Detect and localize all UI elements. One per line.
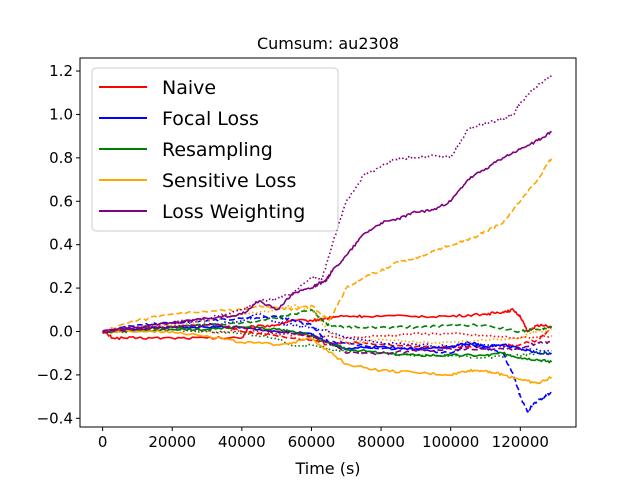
x-tick-label: 80000	[357, 433, 405, 451]
x-tick-label: 0	[98, 433, 108, 451]
y-tick-label: 0.0	[49, 322, 73, 340]
x-tick-label: 20000	[148, 433, 196, 451]
series-line-resampling-solid	[102, 325, 553, 364]
y-tick-label: 1.2	[49, 62, 73, 80]
y-tick-label: 0.8	[49, 149, 73, 167]
x-axis: 0 20000 40000 60000 80000 100000 120000	[98, 427, 549, 451]
series-line-loss-weighting-dotted	[102, 74, 553, 333]
chart-title: Cumsum: au2308	[257, 34, 399, 53]
series-line-resampling-dotted	[102, 327, 552, 360]
y-tick-label: 0.4	[49, 236, 73, 254]
x-tick-label: 60000	[288, 433, 336, 451]
x-axis-label: Time (s)	[294, 459, 360, 478]
legend-box	[91, 67, 339, 232]
legend: Naive Focal Loss Resampling Sensitive Loss L…	[91, 67, 339, 232]
y-tick-label: 0.6	[49, 192, 73, 210]
plot-frame	[79, 57, 577, 428]
series-line-naive-solid	[101, 307, 553, 341]
y-tick-label: 0.2	[49, 279, 73, 297]
series-line-loss-weighting-solid	[102, 130, 552, 334]
series-line-resampling-dashed	[102, 308, 553, 334]
series-line-naive-dotted	[102, 325, 552, 340]
legend-label: Naive	[162, 77, 216, 99]
series-layer	[101, 74, 553, 413]
series-line-focal-loss-dashed	[102, 314, 553, 413]
y-tick-label: 1.0	[49, 105, 73, 123]
x-tick-label: 40000	[218, 433, 266, 451]
series-line-sensitive-loss-dotted	[102, 304, 553, 345]
y-axis: −0.4 −0.2 0.0 0.2 0.4 0.6 0.8 1.0 1.2	[37, 62, 80, 427]
legend-label: Sensitive Loss	[162, 170, 296, 192]
x-tick-label: 100000	[422, 433, 479, 451]
y-tick-label: −0.4	[37, 409, 73, 427]
series-line-sensitive-loss-solid	[102, 329, 553, 385]
x-tick-label: 120000	[492, 433, 549, 451]
y-tick-label: −0.2	[37, 366, 73, 384]
series-line-naive-dashed	[102, 323, 552, 349]
legend-label: Focal Loss	[162, 108, 259, 130]
series-line-sensitive-loss-dashed	[102, 157, 553, 333]
legend-label: Loss Weighting	[162, 201, 305, 223]
legend-label: Resampling	[162, 139, 273, 161]
